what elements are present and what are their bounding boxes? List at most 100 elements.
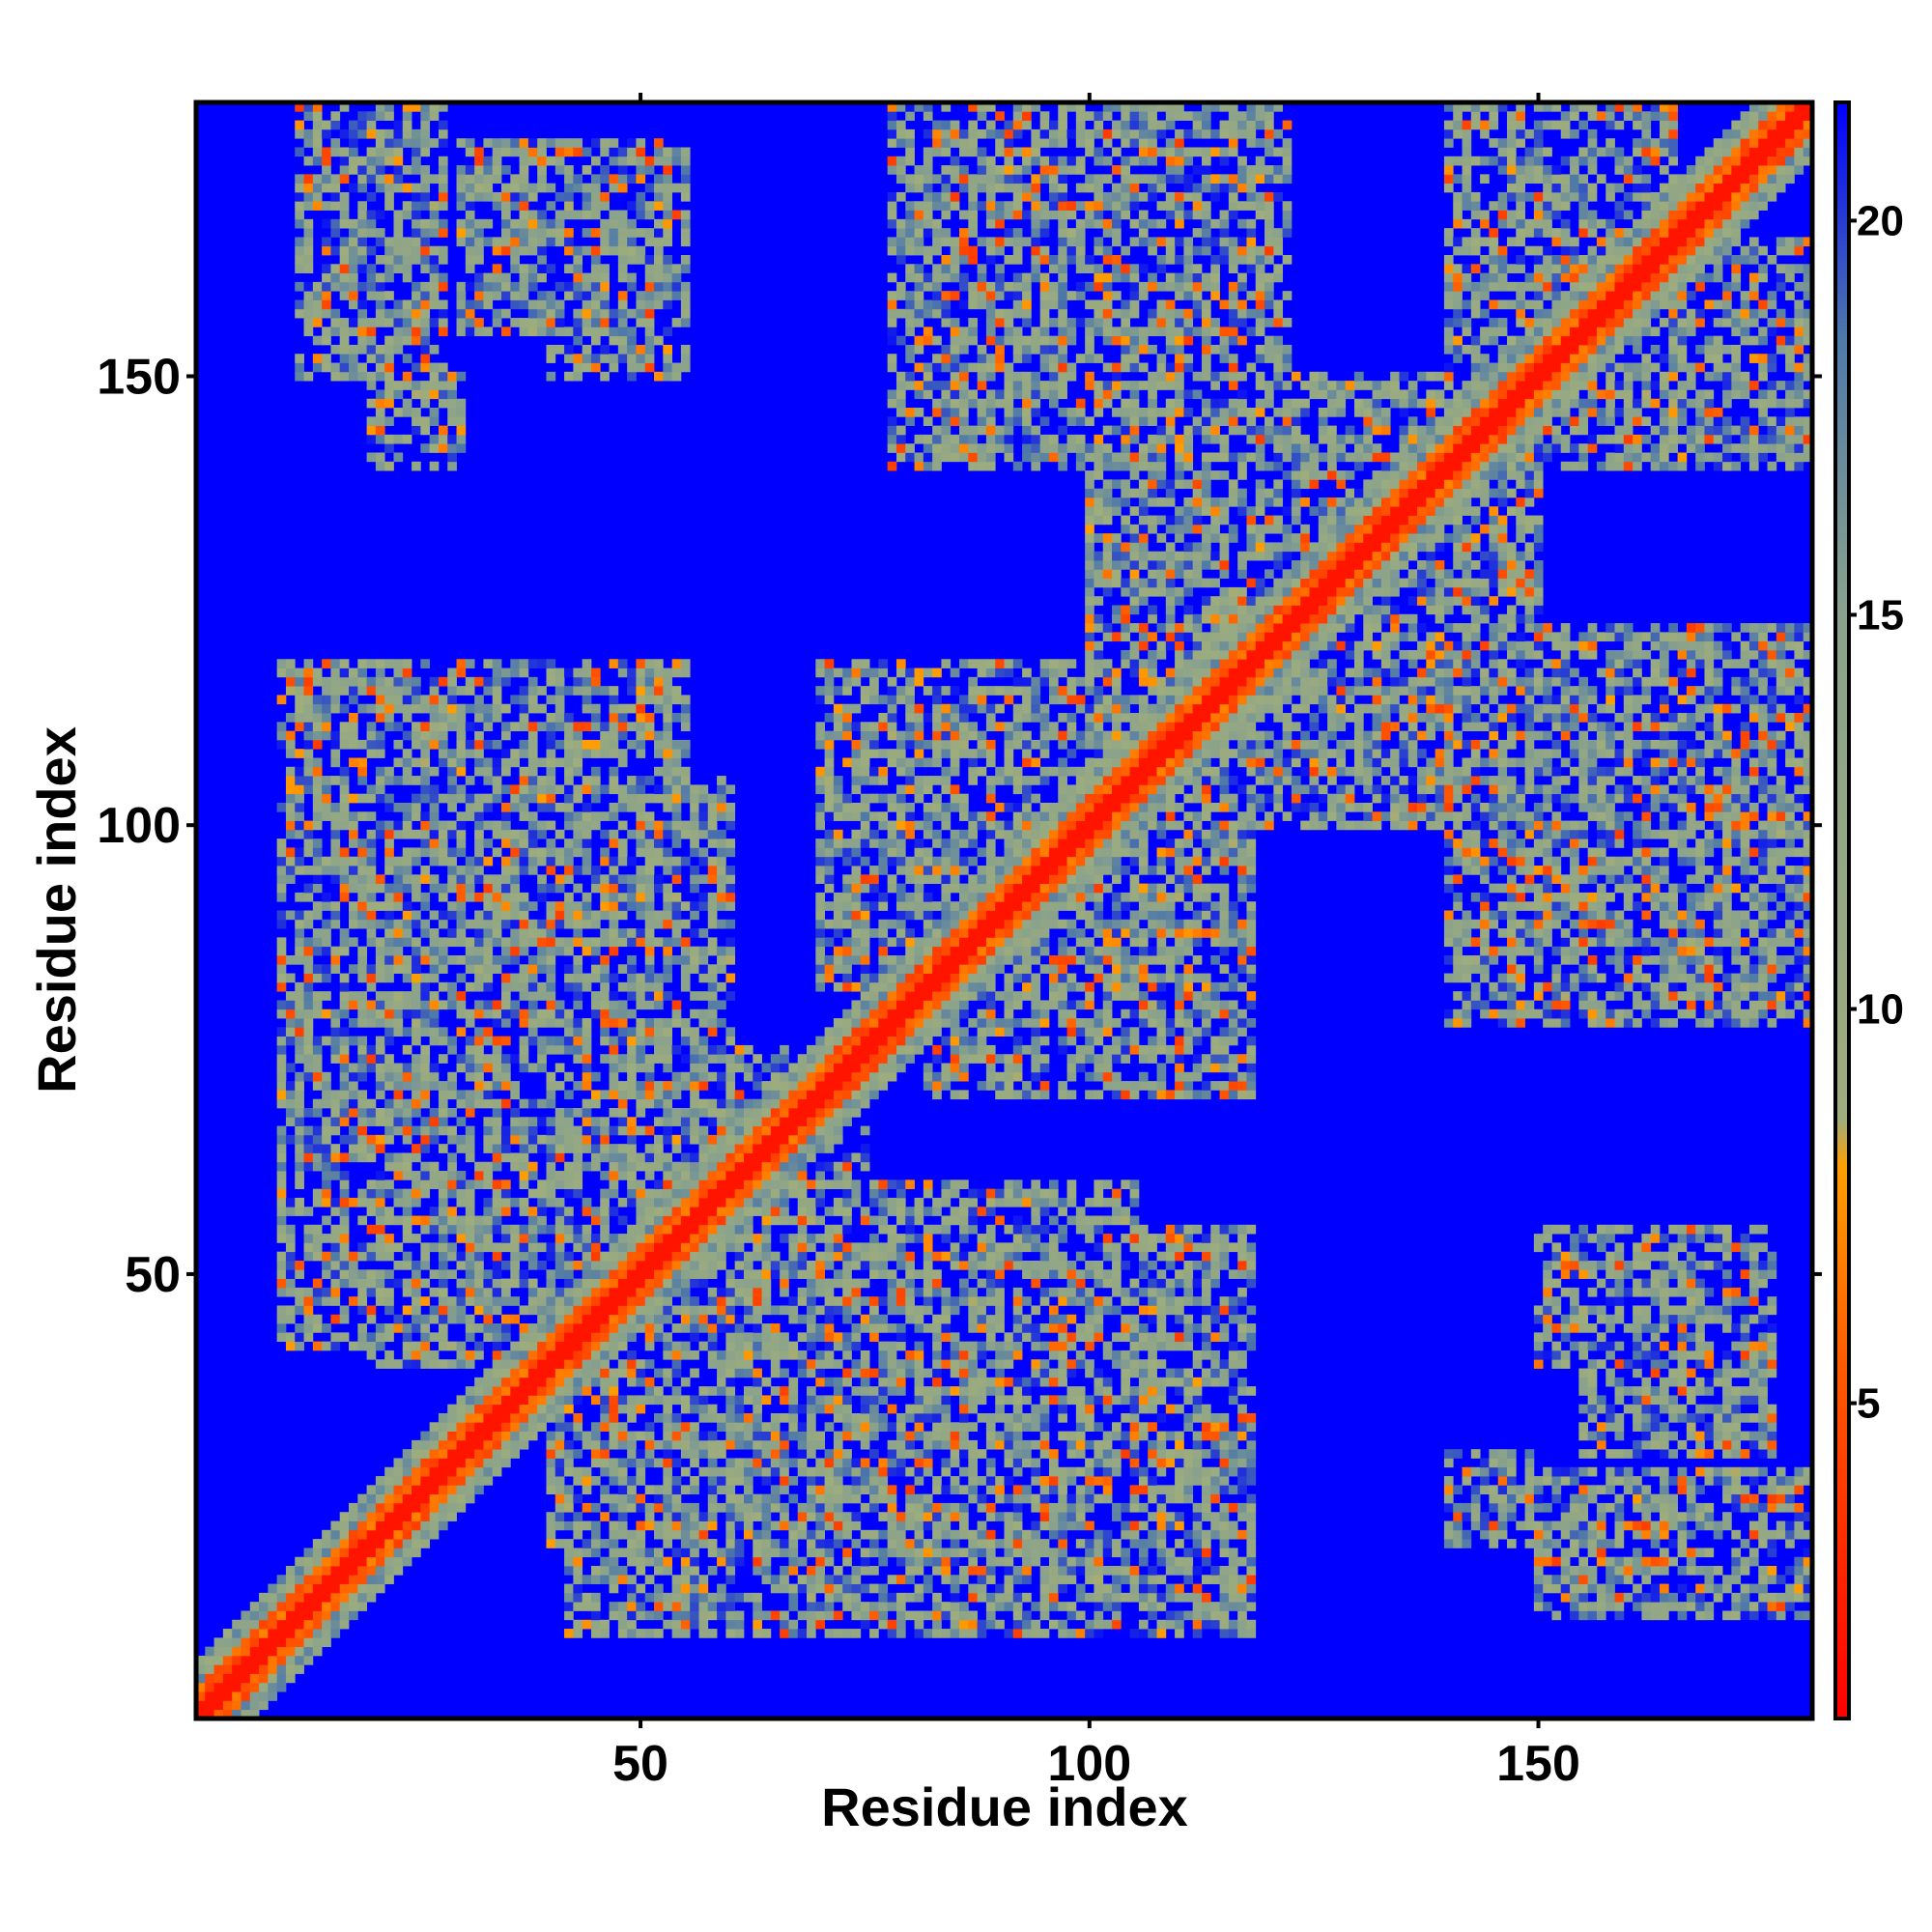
heatmap-cell [680,1027,691,1037]
heatmap-cell [573,937,583,948]
heatmap-cell [698,1098,709,1109]
heatmap-cell [366,981,377,992]
heatmap-cell [573,1512,583,1521]
heatmap-cell [554,784,565,795]
heatmap-cell [690,1602,699,1611]
heatmap-cell [303,1296,314,1306]
heatmap-cell [617,1278,628,1289]
heatmap-cell [663,1134,672,1145]
heatmap-cell [447,434,457,444]
heatmap-cell [384,919,394,929]
heatmap-cell [438,1125,448,1136]
heatmap-cell [285,668,296,678]
heatmap-cell [393,802,404,812]
heatmap-cell [483,954,494,965]
heatmap-cell [654,973,664,983]
heatmap-cell [465,1207,475,1216]
heatmap-cell [501,703,511,714]
heatmap-cell [627,335,637,346]
heatmap-cell [483,1323,494,1333]
heatmap-cell [573,928,583,938]
heatmap-cell [456,138,467,148]
heatmap-cell [573,668,583,678]
heatmap-cell [384,954,394,965]
heatmap-cell [330,1197,341,1208]
heatmap-cell [330,1152,341,1163]
heatmap-cell [698,1575,709,1584]
heatmap-cell [285,1629,296,1638]
heatmap-cell [402,811,412,821]
heatmap-cell [537,1422,547,1432]
heatmap-cell [609,1063,619,1073]
heatmap-cell [483,1009,494,1019]
heatmap-cell [644,1188,655,1199]
heatmap-cell [636,866,646,875]
heatmap-cell [412,1323,421,1333]
heatmap-cell [429,218,440,229]
heatmap-cell [402,1539,412,1548]
heatmap-cell [510,1412,520,1423]
heatmap-cell [617,1502,628,1513]
heatmap-cell [725,1485,736,1495]
heatmap-cell [636,255,646,265]
heatmap-cell [617,1000,628,1010]
heatmap-cell [671,1485,682,1495]
heatmap-cell [402,1305,412,1316]
heatmap-cell [232,1629,242,1638]
heatmap-cell [680,344,691,355]
heatmap-cell [447,1125,457,1136]
heatmap-cell [429,820,440,831]
heatmap-cell [680,1520,691,1531]
heatmap-cell [725,1125,736,1136]
heatmap-cell [349,829,358,839]
heatmap-cell [617,1296,628,1306]
heatmap-cell [582,1619,592,1630]
heatmap-cell [303,820,314,831]
heatmap-cell [671,1493,682,1504]
heatmap-cell [582,866,592,875]
heatmap-cell [259,1592,269,1603]
heatmap-cell [636,191,646,202]
heatmap-cell [456,703,467,714]
heatmap-cell [519,1269,529,1279]
heatmap-cell [590,866,601,875]
heatmap-cell [725,874,736,885]
heatmap-cell [295,218,304,229]
heatmap-cell [438,713,448,723]
heatmap-cell [357,156,367,166]
heatmap-cell [438,838,448,848]
heatmap-cell [690,1234,699,1243]
heatmap-cell [384,237,394,247]
heatmap-cell [393,1359,404,1369]
heatmap-cell [527,264,538,273]
heatmap-cell [743,1215,753,1226]
heatmap-cell [537,1386,547,1396]
heatmap-cell [366,1269,377,1279]
heatmap-cell [519,1207,529,1216]
heatmap-cell [456,318,467,327]
heatmap-cell [698,901,709,911]
heatmap-cell [322,354,331,363]
heatmap-cell [690,1485,699,1495]
heatmap-cell [465,210,475,220]
heatmap-cell [429,713,440,723]
heatmap-cell [743,1412,753,1423]
heatmap-cell [447,847,457,858]
heatmap-cell [375,1529,385,1540]
heatmap-cell [420,919,431,929]
heatmap-cell [671,1234,682,1243]
heatmap-cell [357,1305,367,1316]
heatmap-cell [680,1260,691,1270]
heatmap-cell [295,1009,304,1019]
heatmap-cell [295,1071,304,1082]
heatmap-cell [357,318,367,327]
heatmap-cell [654,981,664,992]
heatmap-cell [600,991,610,1001]
heatmap-cell [537,1287,547,1297]
heatmap-cell [322,165,331,175]
heatmap-cell [761,1144,772,1153]
heatmap-cell [743,1512,753,1521]
heatmap-cell [617,1602,628,1611]
heatmap-cell [627,1251,637,1262]
heatmap-cell [680,1125,691,1136]
